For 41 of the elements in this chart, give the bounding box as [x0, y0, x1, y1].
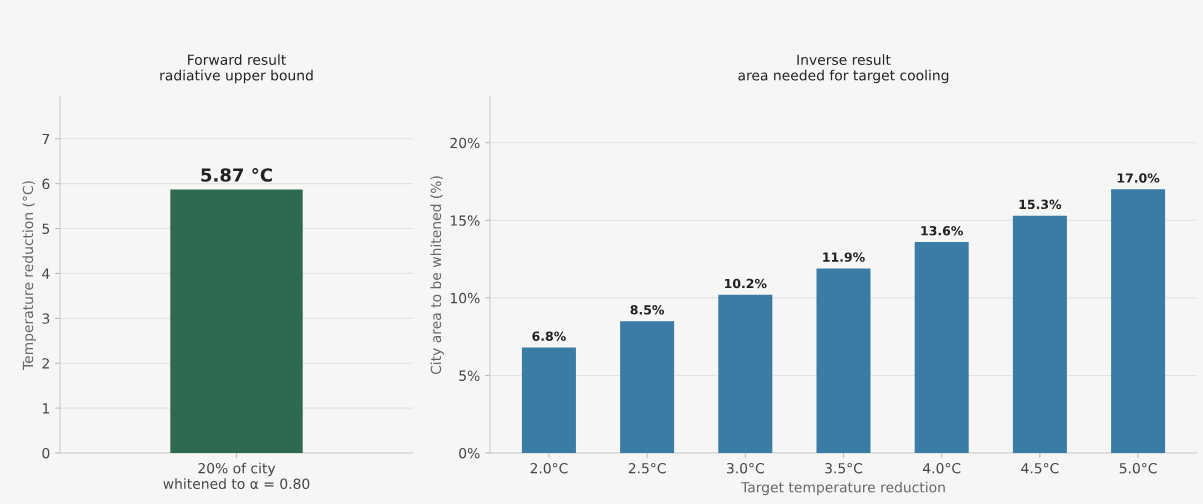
bar — [914, 242, 969, 453]
y-tick-label: 15% — [450, 215, 480, 226]
data-label: 10.2% — [725, 278, 767, 289]
data-label: 11.9% — [823, 252, 865, 262]
x-tick-label: 5.0°C — [1119, 462, 1157, 474]
y-tick-label: 1 — [42, 403, 49, 414]
y-tick-label: 20% — [450, 137, 480, 149]
x-tick-label: 3.5°C — [825, 462, 863, 474]
chart-title: Inverse result area needed for target cooling — [738, 54, 949, 84]
y-tick-label: 2 — [42, 358, 49, 369]
x-tick-label: 3.0°C — [727, 462, 764, 474]
x-tick-label: 20% of city whitened to α = 0.80 — [163, 462, 310, 490]
x-axis-title: Target temperature reduction — [741, 481, 945, 496]
y-tick-label: 7 — [42, 133, 50, 145]
y-tick-label: 5 — [42, 223, 50, 235]
bar — [816, 268, 871, 453]
data-label: 8.5% — [630, 305, 665, 315]
data-label: 15.3% — [1019, 199, 1062, 210]
y-tick-label: 3 — [42, 313, 50, 324]
chart-title: Forward result radiative upper bound — [160, 54, 313, 84]
y-tick-label: 0% — [459, 447, 480, 459]
x-tick-label: 4.5°C — [1021, 462, 1059, 474]
y-axis-title: City area to be whitened (%) — [430, 176, 444, 375]
y-tick-label: 0 — [42, 447, 50, 459]
bar — [1111, 189, 1166, 453]
y-tick-label: 6 — [42, 178, 50, 190]
data-label: 17.0% — [1117, 173, 1160, 183]
data-label: 6.8% — [532, 331, 566, 341]
bar — [521, 347, 576, 453]
bar — [1012, 215, 1067, 453]
x-tick-label: 4.0°C — [923, 462, 961, 474]
y-tick-label: 4 — [42, 268, 50, 279]
y-axis-title: Temperature reduction (°C) — [22, 181, 36, 371]
y-tick-label: 5% — [459, 370, 480, 381]
x-tick-label: 2.5°C — [628, 462, 666, 474]
bar — [620, 321, 675, 453]
data-label: 13.6% — [921, 225, 963, 236]
x-tick-label: 2.0°C — [530, 462, 568, 474]
y-tick-label: 10% — [450, 292, 480, 304]
bar — [718, 294, 773, 453]
data-label: 5.87 °C — [201, 168, 272, 182]
